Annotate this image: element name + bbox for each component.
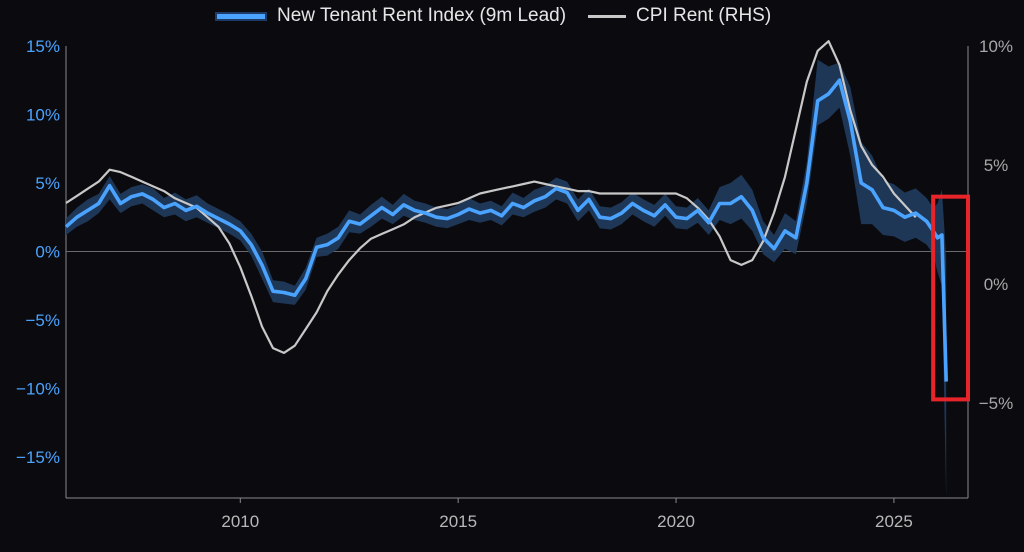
ntri-line (64, 78, 948, 382)
left-tick-label: 5% (35, 174, 60, 193)
x-tick-label: 2015 (439, 512, 477, 531)
legend-swatch-ntri (215, 11, 267, 21)
legend-item-cpi: CPI Rent (RHS) (588, 5, 771, 27)
tick-label-layer: 15% 10% 5% 0% −5% −10% −15% 10% 5% 0% −5% 2010 2015 2… (16, 37, 1013, 531)
x-tick-label: 2025 (875, 512, 913, 531)
left-tick-label: −5% (26, 311, 61, 330)
legend-label-ntri: New Tenant Rent Index (9m Lead) (277, 5, 567, 26)
highlight-box (931, 194, 970, 402)
cpi-rent-line (65, 40, 917, 354)
x-tick-label: 2020 (657, 512, 695, 531)
left-tick-label: 0% (35, 242, 60, 261)
left-tick-label: 10% (26, 105, 60, 124)
x-tick-label: 2010 (221, 512, 259, 531)
series-layer (64, 40, 948, 382)
axes (65, 46, 969, 499)
left-tick-label: −15% (16, 448, 60, 467)
legend-item-ntri: New Tenant Rent Index (9m Lead) (215, 5, 566, 27)
right-tick-label: 5% (984, 156, 1009, 175)
legend: New Tenant Rent Index (9m Lead) CPI Rent… (215, 3, 793, 29)
left-tick-label: −10% (16, 379, 60, 398)
right-tick-label: −5% (979, 394, 1014, 413)
legend-label-cpi: CPI Rent (RHS) (636, 5, 772, 26)
right-tick-label: 10% (979, 37, 1013, 56)
right-tick-label: 0% (984, 275, 1009, 294)
legend-swatch-cpi (588, 14, 627, 18)
highlight-layer (931, 194, 970, 402)
left-tick-label: 15% (26, 37, 60, 56)
